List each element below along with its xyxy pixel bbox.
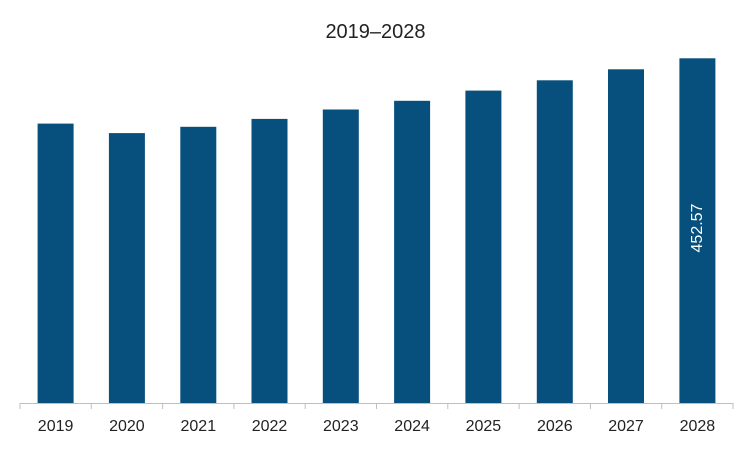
data-labels-group: 452.57 <box>689 203 706 252</box>
bar-2021 <box>180 126 217 404</box>
bar-2020 <box>108 133 145 403</box>
bar-2024 <box>394 100 431 404</box>
bars-group <box>37 58 716 404</box>
x-tick-label-2028: 2028 <box>680 418 716 435</box>
bar-2023 <box>322 109 359 403</box>
x-tick-label-2020: 2020 <box>109 418 145 435</box>
bar-2025 <box>465 90 502 403</box>
x-tick-label-2026: 2026 <box>537 418 573 435</box>
x-tick-label-2022: 2022 <box>252 418 288 435</box>
chart-title: 2019–2028 <box>325 21 425 43</box>
data-label-2028: 452.57 <box>689 203 706 252</box>
bar-2027 <box>608 69 644 404</box>
bar-2028 <box>679 58 716 404</box>
x-tick-label-2019: 2019 <box>38 418 74 435</box>
bar-2026 <box>536 80 573 404</box>
bar-2019 <box>37 123 74 403</box>
bar-2022 <box>251 118 288 404</box>
x-tick-label-2027: 2027 <box>608 418 644 435</box>
x-tick-label-2023: 2023 <box>323 418 359 435</box>
x-tick-label-2024: 2024 <box>394 418 430 435</box>
x-axis: 2019 2020 2021 2022 2023 2024 2025 2026 2027 2028 <box>19 403 734 435</box>
x-tick-label-2025: 2025 <box>466 418 502 435</box>
x-tick-label-2021: 2021 <box>181 418 217 435</box>
